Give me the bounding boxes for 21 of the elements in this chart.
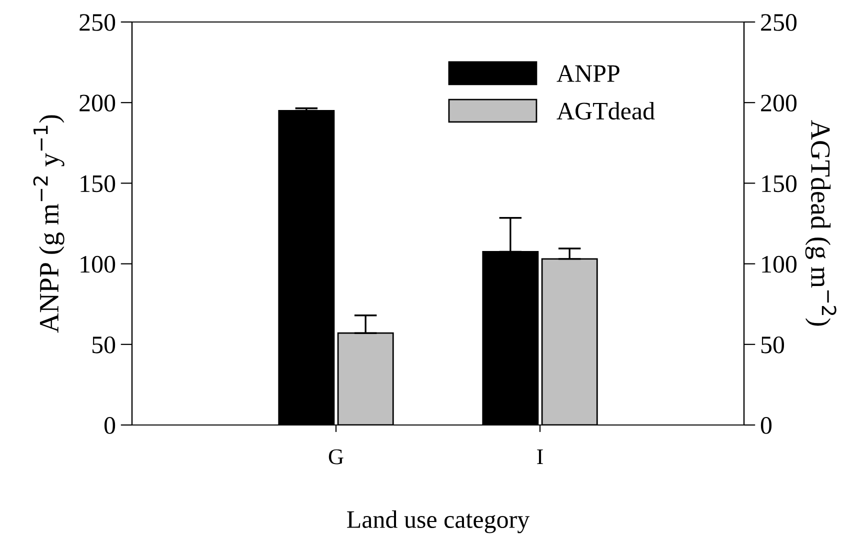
y2-tick-label: 0	[760, 417, 772, 434]
x-axis-title: Land use category	[347, 510, 530, 534]
bar	[278, 110, 335, 425]
y2-tick-label: 150	[762, 175, 797, 192]
y2-tick-label: 250	[761, 14, 797, 31]
legend-label: AGTdead	[556, 102, 655, 120]
y-tick-label: 150	[80, 175, 116, 192]
y-tick-label: 50	[92, 336, 116, 354]
y2-axis-title: AGTdead (g m$^{−2}$)	[805, 120, 836, 326]
y-axis-title: ANPP (g m$^{−2}$ y$^{−1}$)	[33, 115, 64, 333]
y2-tick-label: 200	[761, 94, 797, 112]
y-tick-label: 100	[80, 256, 116, 273]
legend-label: ANPP	[556, 65, 620, 82]
y2-tick-label: 100	[762, 256, 797, 273]
y-tick-label: 200	[80, 94, 116, 112]
y-tick-label: 250	[80, 14, 116, 31]
x-tick-label: G	[328, 449, 344, 464]
x-tick-label: I	[537, 449, 543, 464]
y-tick-label: 0	[104, 417, 116, 434]
y2-tick-label: 50	[761, 336, 784, 354]
bar	[541, 258, 598, 425]
